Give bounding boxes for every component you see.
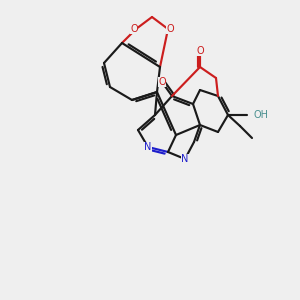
Text: N: N [181, 154, 189, 164]
Text: OH: OH [254, 110, 269, 120]
Text: O: O [166, 24, 174, 34]
Text: O: O [158, 77, 166, 87]
Text: O: O [130, 24, 138, 34]
Text: N: N [144, 142, 152, 152]
Text: O: O [196, 46, 204, 56]
